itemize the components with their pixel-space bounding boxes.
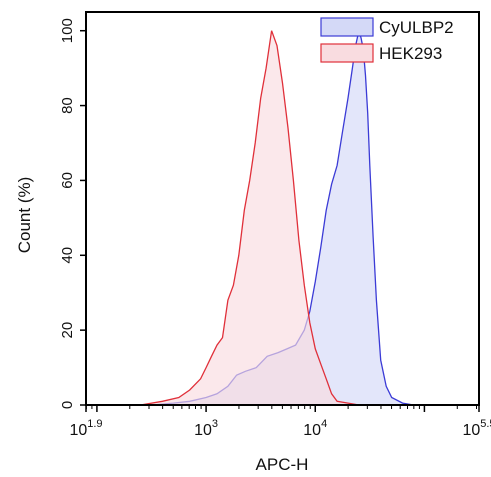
- legend-swatch-hek293: [320, 43, 374, 63]
- legend: CyULBP2 HEK293: [320, 17, 454, 63]
- series-area-cyulbp2: [151, 30, 414, 405]
- y-tick-label: 40: [59, 247, 76, 264]
- x-tick-label: 101.9: [69, 418, 102, 439]
- legend-label-hek293: HEK293: [379, 44, 442, 63]
- y-tick-label: 100: [59, 18, 76, 43]
- x-tick-label: 103: [194, 418, 218, 439]
- series-layer: [140, 30, 414, 406]
- y-tick-label: 60: [59, 172, 76, 189]
- series-line-hek293: [140, 30, 360, 406]
- series-area-hek293: [140, 30, 359, 405]
- y-tick-label: 20: [59, 322, 76, 339]
- legend-label-cyulbp2: CyULBP2: [379, 18, 454, 37]
- y-axis-label: Count (%): [15, 177, 34, 254]
- axis-layer: 0 20 40 60 80 100 101.9 103 104 105.5: [59, 18, 491, 439]
- x-axis-label: APC-H: [256, 455, 309, 474]
- x-tick-label: 104: [303, 418, 327, 439]
- y-tick-label: 80: [59, 97, 76, 114]
- y-tick-label: 0: [59, 401, 76, 409]
- x-tick-label: 105.5: [462, 418, 491, 439]
- legend-swatch-cyulbp2: [320, 17, 374, 37]
